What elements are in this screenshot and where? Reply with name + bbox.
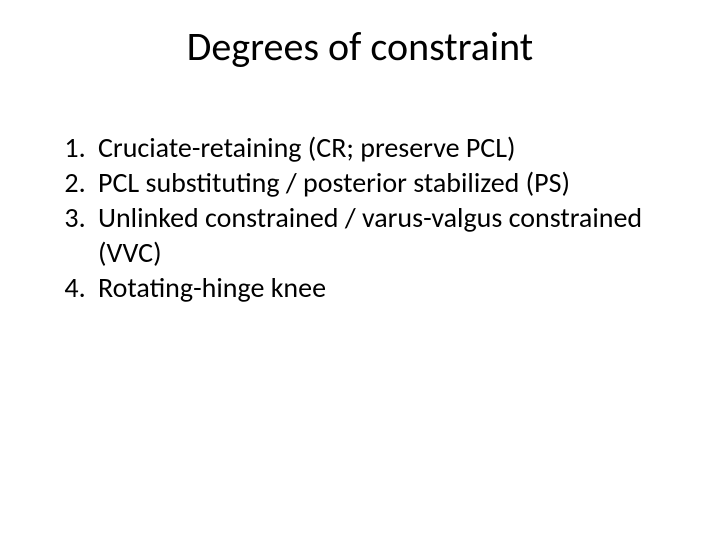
slide: Degrees of constraint Cruciate-retaining… (0, 0, 720, 540)
slide-body: Cruciate-retaining (CR; preserve PCL) PC… (48, 130, 672, 305)
numbered-list: Cruciate-retaining (CR; preserve PCL) PC… (48, 130, 672, 305)
list-item: Cruciate-retaining (CR; preserve PCL) (92, 130, 672, 165)
list-item: Unlinked constrained / varus-valgus cons… (92, 200, 672, 270)
list-item: PCL substituting / posterior stabilized … (92, 165, 672, 200)
slide-title: Degrees of constraint (0, 22, 720, 71)
list-item: Rotating-hinge knee (92, 270, 672, 305)
